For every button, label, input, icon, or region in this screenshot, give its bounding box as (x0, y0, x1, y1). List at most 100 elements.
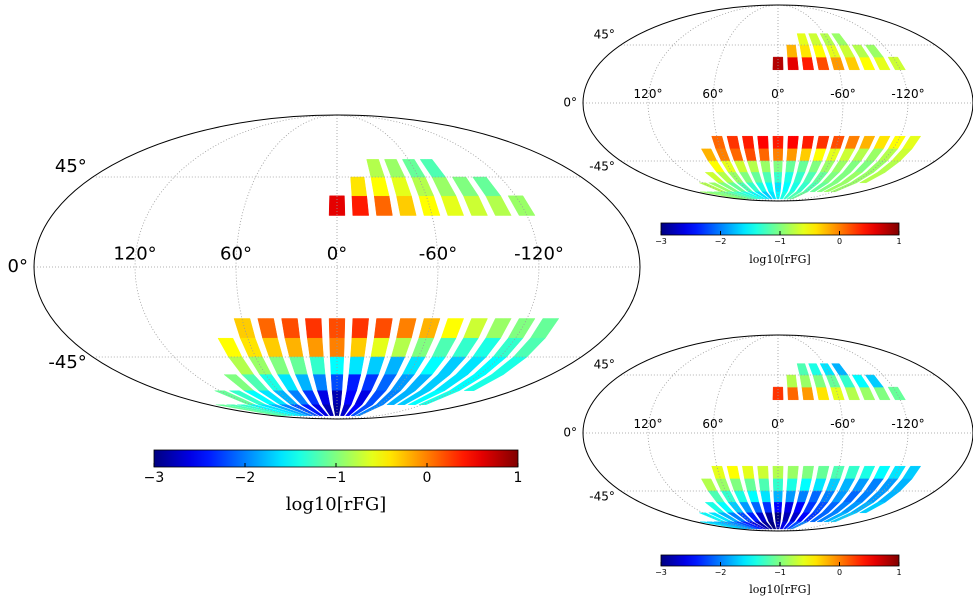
sky-pixel (801, 386, 814, 401)
sky-pixel (758, 148, 770, 162)
lon-label: -60° (830, 417, 856, 431)
colorbar-label: log10[rFG] (749, 583, 810, 596)
lat-label: -45° (589, 160, 615, 174)
sky-pixel (761, 521, 773, 530)
sky-pixel (825, 148, 841, 162)
sky-pixel (257, 318, 278, 339)
sky-pixel (396, 318, 417, 339)
sky-pixel (350, 176, 367, 197)
sky-pixel (796, 160, 809, 173)
sky-pixel (741, 191, 763, 200)
sky-pixel (809, 512, 830, 523)
sky-pixel (812, 44, 827, 58)
sky-pixel (741, 521, 763, 530)
sky-pixel (742, 135, 755, 150)
sky-pixel (799, 374, 812, 388)
lon-label: 120° (634, 417, 663, 431)
sky-pixel (312, 374, 328, 391)
sky-pixel (317, 390, 331, 405)
sky-pixel (784, 502, 794, 514)
sky-pixel (307, 337, 324, 358)
sky-pixel (750, 172, 763, 184)
sky-pixel (507, 318, 536, 339)
lon-label: 60° (220, 243, 252, 264)
colorbar-tick-label: 0 (837, 237, 842, 246)
meridian-line (712, 5, 779, 201)
sky-pixel (844, 56, 860, 71)
meridian-line (134, 115, 338, 419)
sky-pixel (711, 465, 726, 480)
sky-pixel (887, 56, 906, 71)
lat-label: 45° (55, 156, 87, 177)
sky-pixel (772, 148, 784, 162)
lon-label: -120° (514, 243, 564, 264)
sky-pixel (774, 512, 782, 523)
sky-pixel (801, 56, 814, 71)
lon-label: 0° (771, 87, 785, 101)
sky-pixel (873, 135, 891, 150)
sky-pixel (786, 191, 802, 200)
lat-label: -45° (589, 490, 615, 504)
sky-pixel (765, 182, 774, 193)
sky-pixel (754, 191, 770, 200)
sky-pixel (844, 135, 860, 150)
sky-pixel (760, 490, 771, 503)
sky-pixel (309, 356, 326, 375)
sky-pixel (838, 478, 856, 492)
sky-pixel (758, 478, 770, 492)
sky-pixel (801, 465, 814, 480)
sky-pixel (793, 172, 806, 184)
sky-pixel (864, 44, 884, 58)
sky-pixel (762, 172, 772, 184)
sky-pixel (289, 356, 308, 375)
sky-pixel (734, 191, 760, 200)
sky-pixel (463, 318, 488, 339)
sky-pixel (295, 374, 313, 391)
lon-label: 60° (702, 417, 723, 431)
sky-pixel (370, 337, 390, 358)
sky-pixel (351, 318, 369, 339)
sky-pixel (711, 135, 726, 150)
sky-pixel (858, 502, 886, 514)
sky-pixel (782, 512, 791, 523)
sky-pixel (830, 512, 857, 523)
colorbar-tick-label: −2 (715, 568, 727, 577)
sky-pixel (815, 386, 830, 401)
colorbar-tick-label: 1 (514, 470, 523, 486)
sky-pixel (451, 176, 479, 197)
sky-pixel (350, 337, 367, 358)
sky-pixel (787, 56, 799, 71)
colorbar-tick-label: 0 (423, 470, 432, 486)
colorbar-tick-label: −3 (655, 568, 667, 577)
map (583, 335, 973, 531)
sky-pixel (785, 160, 796, 173)
sky-pixel (440, 318, 465, 339)
sky-pixel (742, 465, 755, 480)
sky-pixel (340, 404, 352, 416)
sky-pixel (747, 160, 760, 173)
sky-pixel (485, 318, 512, 339)
sky-pixel (715, 148, 731, 162)
sky-pixel (799, 478, 812, 492)
lat-label: -45° (48, 352, 86, 373)
colorbar-tick-label: 0 (837, 568, 842, 577)
sky-pixel (227, 356, 255, 375)
sky-pixel (796, 490, 809, 503)
sky-pixel (440, 195, 465, 216)
sky-pixel (734, 521, 760, 530)
lon-label: -120° (891, 87, 924, 101)
sky-pixel (808, 363, 823, 376)
sky-pixel (774, 182, 782, 193)
lon-label: -60° (419, 243, 457, 264)
colorbar-tick-label: −1 (774, 568, 786, 577)
sky-pixel (825, 478, 841, 492)
sky-pixel (838, 148, 856, 162)
sky-pixel (851, 374, 870, 388)
sky-pixel (707, 160, 725, 173)
sky-pixel (830, 465, 845, 480)
colorbar-label: log10[rFG] (286, 494, 387, 515)
sky-pixel (812, 148, 827, 162)
sky-pixel (830, 135, 845, 150)
map-outline (582, 334, 973, 532)
sky-pixel (816, 512, 839, 523)
